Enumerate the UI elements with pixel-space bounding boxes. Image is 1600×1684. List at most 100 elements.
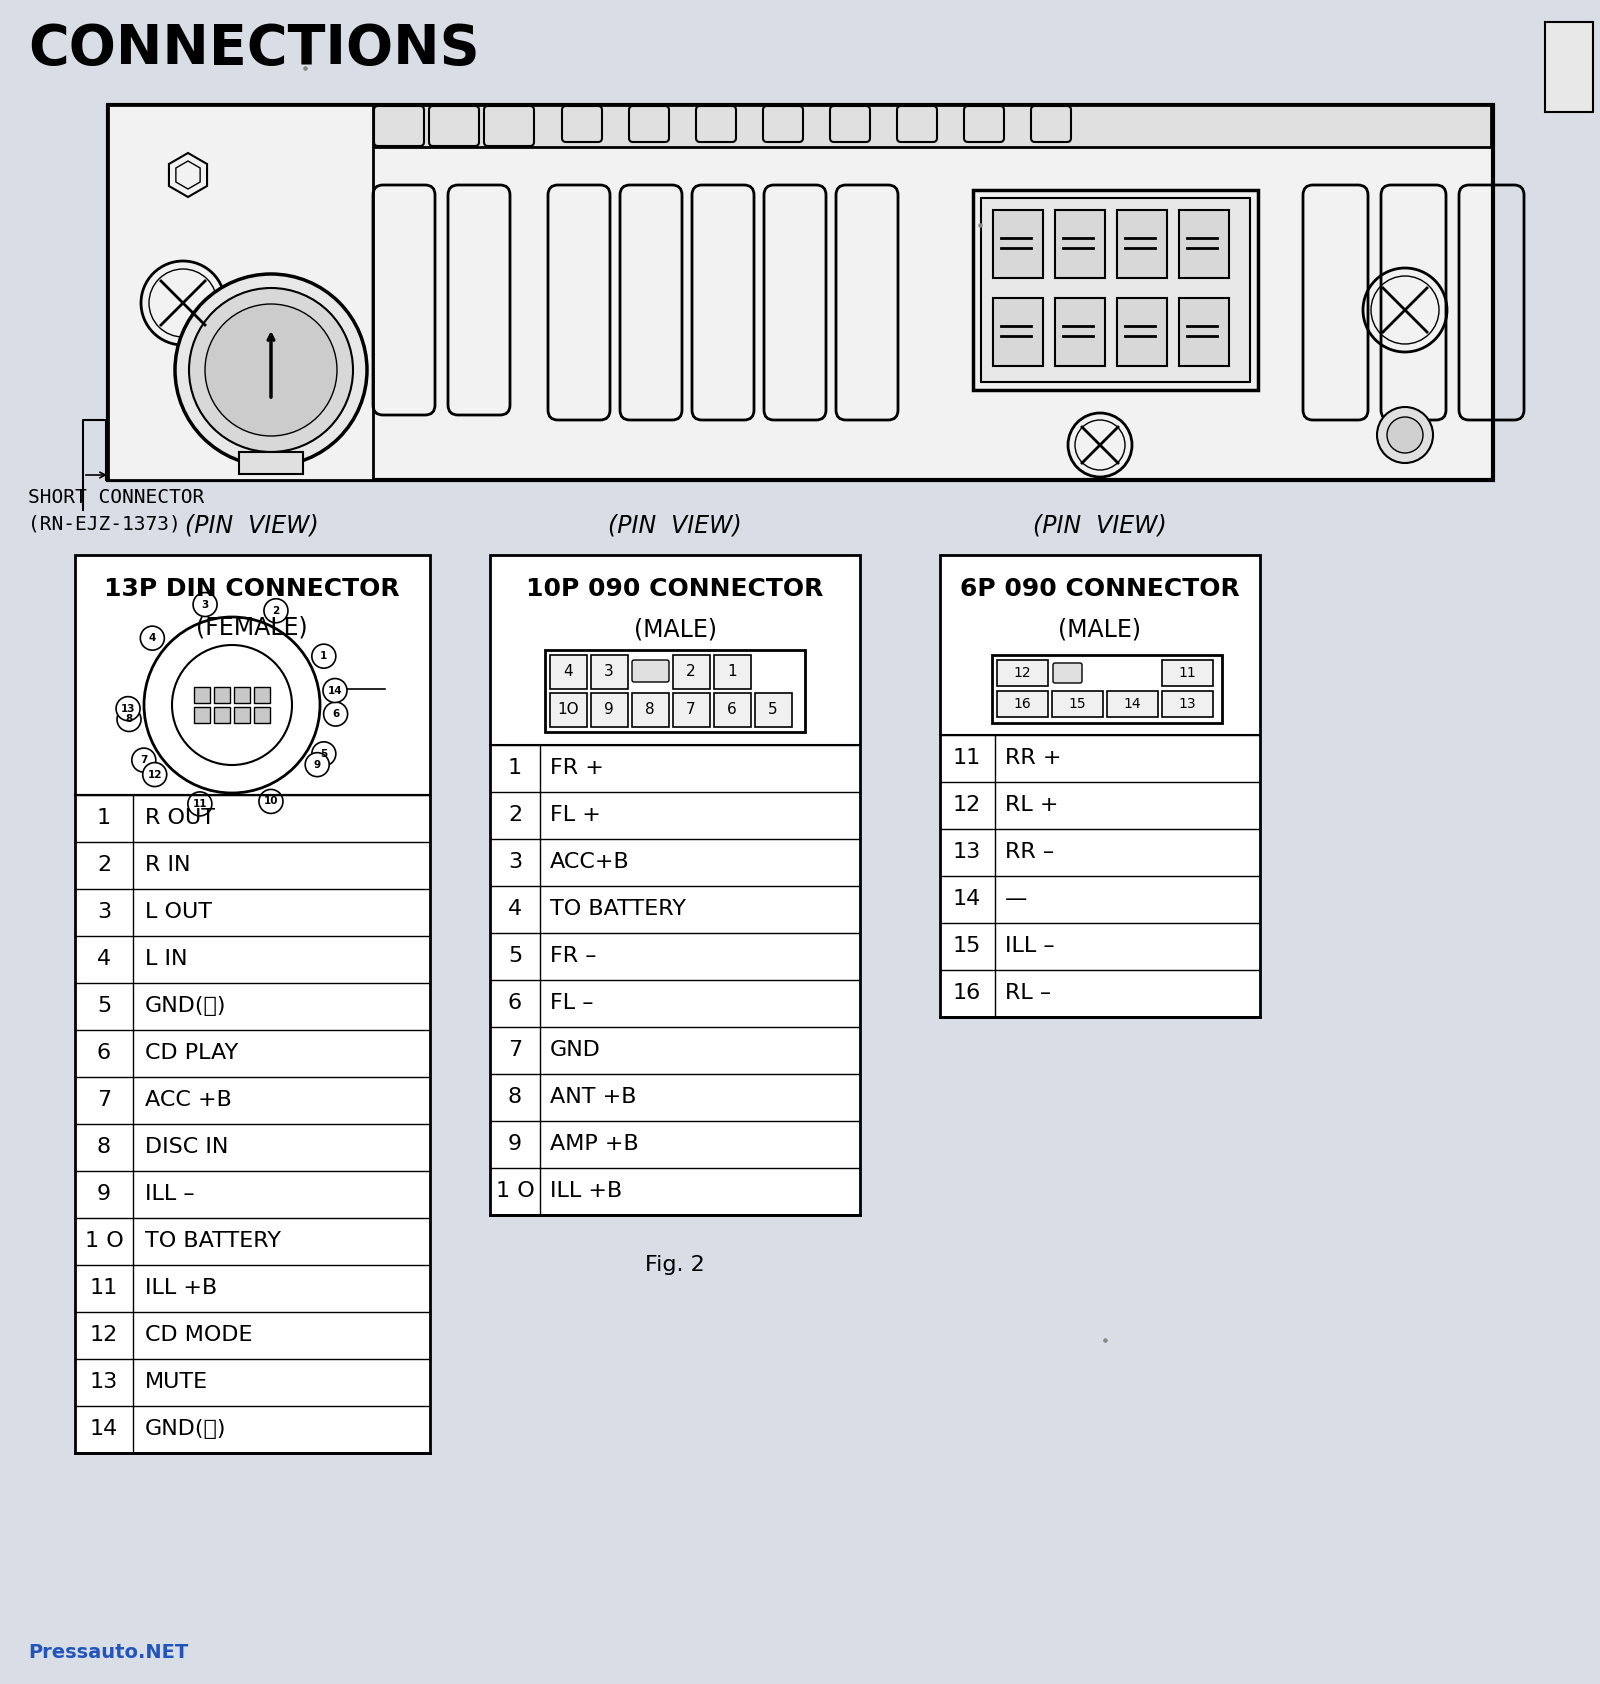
Text: RL –: RL – [1005,983,1051,1004]
Circle shape [142,763,166,786]
Bar [110,104,1491,147]
Text: (PIN  VIEW): (PIN VIEW) [608,514,742,537]
Text: 2: 2 [98,855,110,876]
Text: 11: 11 [90,1278,118,1298]
Text: 9: 9 [314,759,320,770]
Text: 15: 15 [954,936,981,957]
Text: 13: 13 [122,704,136,714]
Bar [674,655,710,689]
Text: 1 O: 1 O [85,1231,123,1251]
Bar [550,694,587,727]
Text: 1: 1 [726,665,738,680]
Text: FL +: FL + [550,805,602,825]
FancyBboxPatch shape [483,106,534,147]
Circle shape [189,288,354,451]
Text: 8: 8 [98,1137,110,1157]
Circle shape [323,679,347,702]
Circle shape [117,697,141,721]
Text: 7: 7 [686,702,696,717]
Text: CONNECTIONS: CONNECTIONS [29,22,480,76]
Text: 3: 3 [605,665,614,680]
Circle shape [312,743,336,766]
Text: 12: 12 [90,1325,118,1346]
Circle shape [174,274,366,466]
FancyBboxPatch shape [1030,106,1070,141]
FancyBboxPatch shape [374,106,424,147]
Text: ANT +B: ANT +B [550,1086,637,1106]
Text: ILL +B: ILL +B [146,1278,218,1298]
Circle shape [141,626,165,650]
Bar [632,694,669,727]
Text: 7: 7 [98,1090,110,1110]
FancyBboxPatch shape [830,106,870,141]
Bar [490,556,861,1214]
Circle shape [131,748,155,771]
Circle shape [1378,408,1434,463]
Text: 16: 16 [1013,697,1030,711]
Circle shape [306,753,330,776]
Bar [674,694,710,727]
Text: MUTE: MUTE [146,1372,208,1393]
Bar [1179,210,1229,278]
Bar [755,694,792,727]
Bar [234,707,250,722]
Text: 13: 13 [1178,697,1195,711]
Text: 1: 1 [98,808,110,829]
Text: 12: 12 [1013,665,1030,680]
FancyBboxPatch shape [763,106,803,141]
Bar [1053,690,1102,717]
FancyBboxPatch shape [696,106,736,141]
Bar [714,694,750,727]
Text: 13: 13 [90,1372,118,1393]
Bar [1179,298,1229,365]
Text: GND: GND [550,1041,602,1059]
Text: 5: 5 [507,946,522,967]
Text: (FEMALE): (FEMALE) [197,615,307,638]
Circle shape [1387,418,1422,453]
Text: CD PLAY: CD PLAY [146,1042,238,1063]
Bar [1546,22,1594,113]
Text: RL +: RL + [1005,795,1059,815]
Text: 7: 7 [141,754,147,765]
Text: R IN: R IN [146,855,190,876]
Text: 9: 9 [605,702,614,717]
Circle shape [187,791,211,817]
Text: 8: 8 [645,702,654,717]
Text: L OUT: L OUT [146,903,211,923]
Text: AMP +B: AMP +B [550,1133,638,1154]
Bar [997,660,1048,685]
Text: 15: 15 [1069,697,1086,711]
Bar [941,556,1261,1017]
Text: (PIN  VIEW): (PIN VIEW) [186,514,318,537]
Text: 2: 2 [686,665,696,680]
Text: FL –: FL – [550,994,594,1014]
Text: 6P 090 CONNECTOR: 6P 090 CONNECTOR [960,578,1240,601]
Bar [590,694,627,727]
Text: FR +: FR + [550,758,603,778]
Text: 2: 2 [507,805,522,825]
Circle shape [323,702,347,726]
Circle shape [194,593,218,616]
Text: 8: 8 [507,1086,522,1106]
Text: 11: 11 [1178,665,1195,680]
Text: 13: 13 [954,842,981,862]
FancyBboxPatch shape [429,106,478,147]
Bar [1117,298,1166,365]
FancyBboxPatch shape [629,106,669,141]
Text: 13P DIN CONNECTOR: 13P DIN CONNECTOR [104,578,400,601]
Text: CD MODE: CD MODE [146,1325,253,1346]
Text: RR +: RR + [1005,748,1061,768]
Text: 6: 6 [331,709,339,719]
Bar [973,190,1258,391]
Text: 1: 1 [320,652,328,662]
Bar [234,687,250,702]
Text: 1 O: 1 O [496,1180,534,1201]
Text: FR –: FR – [550,946,597,967]
Text: 9: 9 [507,1133,522,1154]
Text: —: — [1005,889,1027,909]
FancyBboxPatch shape [1053,663,1082,684]
Text: 11: 11 [192,798,206,808]
Text: 16: 16 [954,983,981,1004]
Text: (RN-EJZ-1373): (RN-EJZ-1373) [29,514,181,534]
Text: Pressauto.NET: Pressauto.NET [29,1644,189,1662]
